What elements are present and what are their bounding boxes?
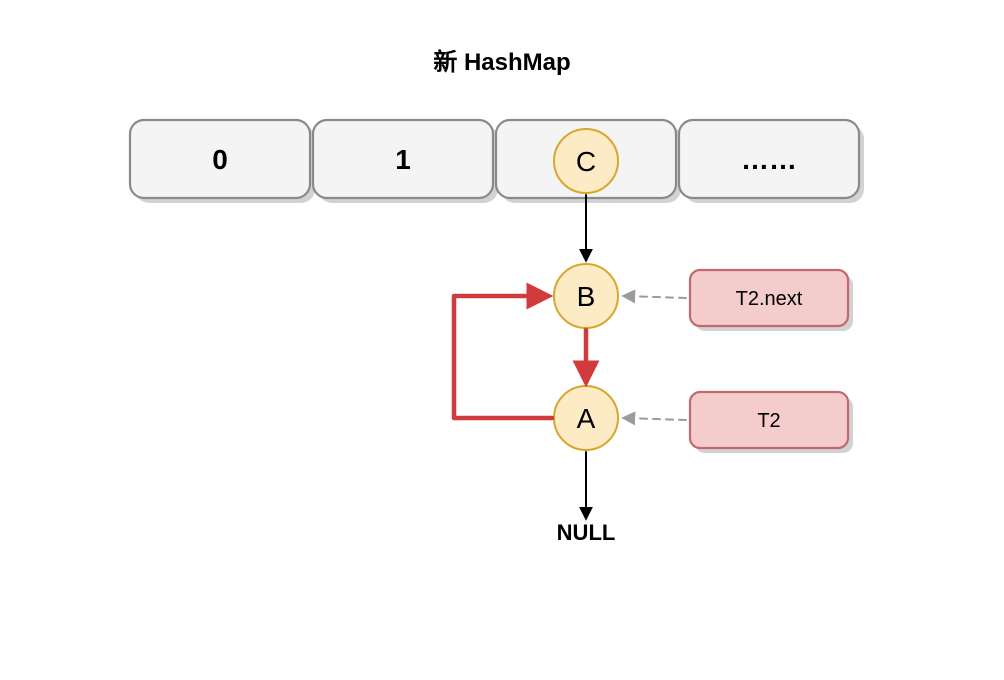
bucket-label: 0 [212,144,228,175]
arrow-t2-to-a [624,418,686,420]
linked-list-nodes: C B A [554,129,618,450]
pointer-label-T2next: T2.next [736,288,803,310]
thread-pointer-labels: T2.next T2 [690,270,853,453]
bucket-label: …… [741,144,797,175]
arrows [454,195,686,518]
node-label-C: C [576,146,596,177]
pointer-label-T2: T2 [757,410,780,432]
arrow-t2next-to-b [624,296,686,298]
node-label-A: A [577,403,596,434]
diagram-title: 新 HashMap [433,48,570,76]
bucket-array: 0 1 …… [130,120,864,203]
arrow-a-loop-to-b [454,296,552,418]
hashmap-diagram: 新 HashMap 0 1 …… C B A T2.next T2 NULL [0,0,1004,680]
bucket-label: 1 [395,144,411,175]
node-label-B: B [577,281,596,312]
null-label: NULL [557,520,616,545]
